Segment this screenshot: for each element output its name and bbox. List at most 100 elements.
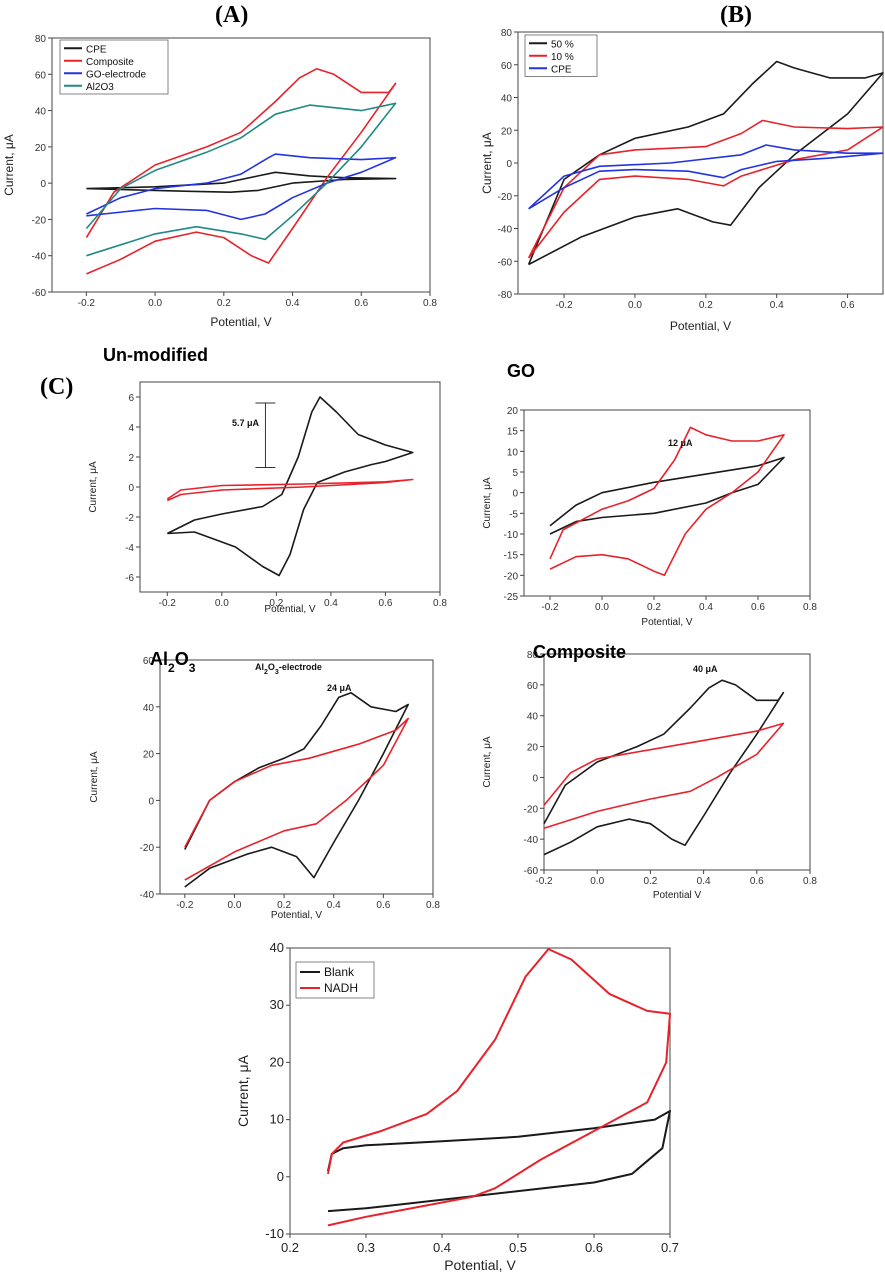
x-axis-label: Potential, V (641, 617, 692, 628)
y-tick-label: -40 (32, 252, 47, 263)
plot-frame (289, 947, 671, 1235)
plot-frame (523, 409, 811, 597)
y-tick-label: -10 (265, 1226, 284, 1241)
chart-title: Composite (533, 642, 626, 662)
x-tick-label: 0.2 (699, 300, 713, 311)
y-tick-label: 15 (507, 427, 519, 438)
y-tick-label: -60 (32, 288, 47, 299)
x-tick-label: -0.2 (78, 298, 96, 309)
chart-b: -0.2 0.0 0.2 0.4 0.6 -80 -60 -40 -20 0 20 40 60 80 Pot… (480, 28, 884, 333)
legend-label: Composite (86, 57, 134, 68)
y-tick-label: -20 (504, 571, 519, 582)
annotation-label: 40 μA (693, 664, 718, 674)
y-tick-label: 0 (506, 159, 512, 170)
x-tick-label: 0.4 (770, 300, 784, 311)
x-axis-label: Potential, V (670, 319, 731, 333)
annotation-label: 5.7 μA (232, 418, 260, 428)
x-axis-label: Potential, V (444, 1257, 516, 1273)
plot-frame (543, 653, 811, 871)
series-line-blank (166, 478, 414, 502)
y-tick-label: -4 (125, 543, 134, 554)
y-tick-label: 80 (35, 34, 47, 45)
y-tick-label: 20 (507, 406, 519, 417)
y-tick-label: 10 (270, 1112, 284, 1127)
y-tick-label: -20 (498, 192, 513, 203)
x-axis-label: Potential, V (264, 604, 315, 615)
x-tick-label: 0.6 (354, 298, 368, 309)
y-tick-label: 0 (532, 773, 538, 784)
y-axis-label: Current, μA (482, 477, 493, 529)
x-tick-label: 0.5 (509, 1240, 527, 1255)
y-tick-label: -2 (125, 513, 134, 524)
y-tick-label: -60 (524, 866, 539, 877)
x-tick-label: -0.2 (541, 602, 559, 613)
x-tick-label: 0.4 (433, 1240, 451, 1255)
x-axis-label: Potential, V (210, 315, 271, 329)
x-tick-label: 0.4 (286, 298, 300, 309)
annotation-label: 12 μA (668, 438, 693, 448)
y-axis-label: Current, μA (480, 132, 494, 194)
y-tick-label: 4 (128, 423, 134, 434)
y-axis-label: Current, μA (2, 134, 16, 196)
series-line-blank (549, 456, 785, 535)
y-tick-label: -15 (504, 551, 519, 562)
series-line-blank (184, 717, 409, 881)
series-line-with-analyte (166, 396, 414, 577)
panel-label-a: (A) (215, 2, 248, 28)
x-axis-label: Potential, V (271, 910, 322, 921)
x-tick-label: 0.8 (803, 876, 817, 887)
y-tick-label: -40 (140, 890, 155, 901)
y-tick-label: 40 (501, 94, 513, 105)
annotation-label: 24 μA (327, 683, 352, 693)
series-line-go-electrode (86, 153, 397, 221)
series-line-with-analyte (549, 426, 785, 577)
x-tick-label: 0.6 (841, 300, 855, 311)
y-tick-label: -80 (498, 290, 513, 301)
x-tick-label: 0.8 (426, 900, 440, 911)
y-tick-label: 60 (501, 61, 513, 72)
x-tick-label: 0.4 (324, 598, 338, 609)
chart-title: Un-modified (103, 345, 208, 365)
chart-composite: -0.2 0.0 0.2 0.4 0.6 0.8 -60 -40 -20 0 20 40 60 80 Pot… (482, 642, 817, 901)
y-tick-label: 20 (143, 750, 155, 761)
x-tick-label: 0.6 (750, 876, 764, 887)
x-tick-label: 0.6 (376, 900, 390, 911)
x-tick-label: 0.0 (628, 300, 642, 311)
y-tick-label: 0 (40, 179, 46, 190)
y-tick-label: -6 (125, 573, 134, 584)
y-tick-label: -25 (504, 592, 519, 603)
x-tick-label: 0.2 (643, 876, 657, 887)
legend-label: CPE (86, 44, 107, 55)
y-tick-label: 10 (507, 447, 519, 458)
series-line-10- (527, 119, 884, 259)
plot-frame (51, 37, 431, 293)
y-tick-label: 30 (270, 997, 284, 1012)
y-tick-label: 20 (501, 126, 513, 137)
legend-box (295, 961, 375, 999)
series-line-50- (527, 60, 884, 266)
chart-go: -0.2 0.0 0.2 0.4 0.6 0.8 -25 -20 -15 -10 -5 0 5 10 15 2… (482, 361, 817, 628)
legend-label: CPE (551, 64, 572, 75)
legend-label: Al2O3 (86, 82, 114, 93)
x-tick-label: 0.0 (228, 900, 242, 911)
x-tick-label: -0.2 (535, 876, 553, 887)
series-line-al2o3 (85, 102, 397, 257)
y-tick-label: 40 (143, 703, 155, 714)
y-tick-label: 20 (527, 743, 539, 754)
x-tick-label: 0.4 (327, 900, 341, 911)
chart-a: -0.2 0.0 0.2 0.4 0.6 0.8 -60 -40 -20 0 20 40 60 80 Pot… (2, 34, 437, 329)
y-tick-label: -20 (32, 215, 47, 226)
series-line-blank (327, 1110, 671, 1213)
y-tick-label: 60 (527, 681, 539, 692)
chart-title: GO (507, 361, 535, 381)
chart-unmodified: -0.2 0.0 0.2 0.4 0.6 0.8 -6 -4 -2 0 2 4 6 Potential, … (88, 345, 447, 615)
y-tick-label: -40 (498, 225, 513, 236)
legend-label: NADH (324, 981, 358, 995)
series-line-nadh (327, 948, 671, 1227)
x-tick-label: 0.2 (281, 1240, 299, 1255)
y-tick-label: -20 (524, 804, 539, 815)
series-line-cpe (86, 171, 397, 193)
x-tick-label: 0.0 (215, 598, 229, 609)
legend-label: 50 % (551, 39, 574, 50)
series-line-cpe (528, 144, 884, 210)
